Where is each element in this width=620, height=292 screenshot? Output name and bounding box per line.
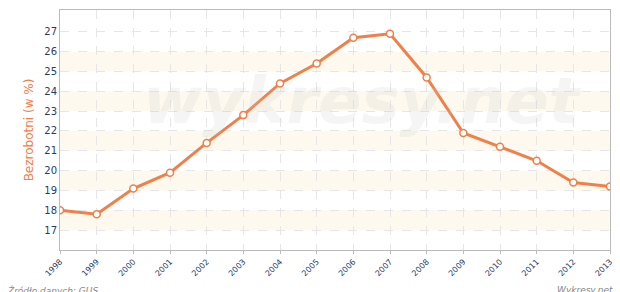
svg-text:20: 20: [44, 165, 57, 176]
svg-text:2007: 2007: [373, 257, 394, 278]
svg-text:2001: 2001: [153, 257, 174, 278]
svg-text:2003: 2003: [227, 257, 248, 278]
svg-text:2011: 2011: [520, 257, 541, 278]
svg-text:25: 25: [44, 66, 57, 77]
svg-text:27: 27: [44, 26, 57, 37]
svg-text:17: 17: [44, 225, 57, 236]
svg-text:2009: 2009: [447, 257, 468, 278]
svg-text:2005: 2005: [300, 257, 321, 278]
svg-text:2002: 2002: [190, 257, 211, 278]
svg-text:23: 23: [44, 106, 57, 117]
svg-text:1999: 1999: [80, 257, 101, 278]
svg-text:1998: 1998: [43, 257, 64, 278]
svg-text:2013: 2013: [593, 257, 614, 278]
svg-text:2000: 2000: [117, 257, 138, 278]
svg-text:26: 26: [44, 46, 57, 57]
svg-text:2006: 2006: [337, 257, 358, 278]
svg-text:wykresy.net: wykresy.net: [143, 64, 582, 138]
svg-text:19: 19: [44, 185, 57, 196]
svg-text:Wykresy.net: Wykresy.net: [557, 285, 613, 292]
svg-text:2004: 2004: [263, 257, 284, 278]
svg-text:2012: 2012: [557, 257, 578, 278]
svg-text:2010: 2010: [483, 257, 504, 278]
svg-text:2008: 2008: [410, 257, 431, 278]
svg-text:21: 21: [44, 145, 57, 156]
svg-text:24: 24: [44, 86, 57, 97]
svg-text:18: 18: [44, 205, 57, 216]
svg-text:Bezrobotni (w %): Bezrobotni (w %): [22, 79, 36, 182]
svg-text:Źródło danych: GUS: Źródło danych: GUS: [7, 285, 98, 292]
svg-text:22: 22: [44, 125, 57, 136]
